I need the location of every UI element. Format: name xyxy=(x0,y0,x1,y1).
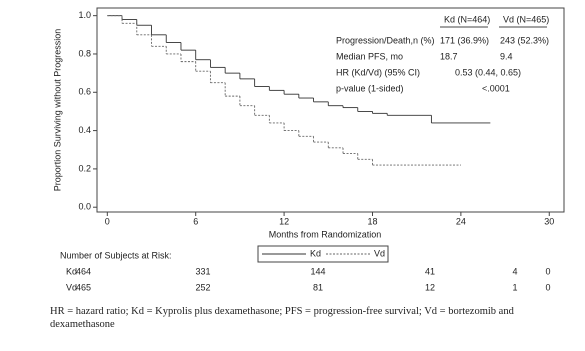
risk-row-label: Vd xyxy=(66,282,77,292)
x-tick-label: 30 xyxy=(544,216,554,226)
risk-count: 331 xyxy=(195,266,210,276)
stats-cell: Progression/Death,n (%) xyxy=(336,35,435,45)
stats-cell: HR (Kd/Vd) (95% CI) xyxy=(336,67,420,77)
risk-row-label: Kd xyxy=(66,266,77,276)
x-tick-label: 6 xyxy=(193,216,198,226)
risk-count: 465 xyxy=(76,282,91,292)
x-tick-label: 24 xyxy=(456,216,466,226)
stats-cell: <.0001 xyxy=(482,83,510,93)
x-tick-label: 18 xyxy=(367,216,377,226)
risk-count: 4 xyxy=(512,266,517,276)
y-axis-label: Proportion Surviving without Progression xyxy=(52,29,62,192)
stats-header: Vd (N=465) xyxy=(503,14,549,24)
y-tick-label: 0.8 xyxy=(78,48,91,58)
stats-cell: 18.7 xyxy=(440,51,458,61)
stats-cell: 243 (52.3%) xyxy=(500,35,549,45)
x-axis-label: Months from Randomization xyxy=(269,229,382,239)
stats-cell: Median PFS, mo xyxy=(336,51,403,61)
risk-count: 12 xyxy=(425,282,435,292)
legend-box xyxy=(257,245,389,263)
footnote: HR = hazard ratio; Kd = Kyprolis plus de… xyxy=(50,306,514,330)
risk-count: 81 xyxy=(313,282,323,292)
y-tick-label: 0.4 xyxy=(78,125,91,135)
risk-count: 0 xyxy=(545,266,550,276)
risk-count: 464 xyxy=(76,266,91,276)
legend-label: Kd xyxy=(310,248,321,258)
risk-count: 252 xyxy=(195,282,210,292)
footnote-box: HR = hazard ratio; Kd = Kyprolis plus de… xyxy=(50,306,514,330)
risk-count: 144 xyxy=(310,266,325,276)
y-tick-label: 1.0 xyxy=(78,10,91,20)
plot-frame xyxy=(96,7,565,213)
y-tick-label: 0.0 xyxy=(78,202,91,212)
stats-cell: 0.53 (0.44, 0.65) xyxy=(455,67,521,77)
risk-count: 0 xyxy=(545,282,550,292)
risk-title: Number of Subjects at Risk: xyxy=(60,250,172,260)
y-tick-label: 0.2 xyxy=(78,163,91,173)
legend-label: Vd xyxy=(374,248,385,258)
risk-count: 1 xyxy=(512,282,517,292)
stats-header: Kd (N=464) xyxy=(444,14,490,24)
stats-cell: 9.4 xyxy=(500,51,513,61)
stats-cell: p-value (1-sided) xyxy=(336,83,404,93)
x-tick-label: 0 xyxy=(105,216,110,226)
y-tick-label: 0.6 xyxy=(78,87,91,97)
stats-cell: 171 (36.9%) xyxy=(440,35,489,45)
x-tick-label: 12 xyxy=(279,216,289,226)
risk-count: 41 xyxy=(425,266,435,276)
